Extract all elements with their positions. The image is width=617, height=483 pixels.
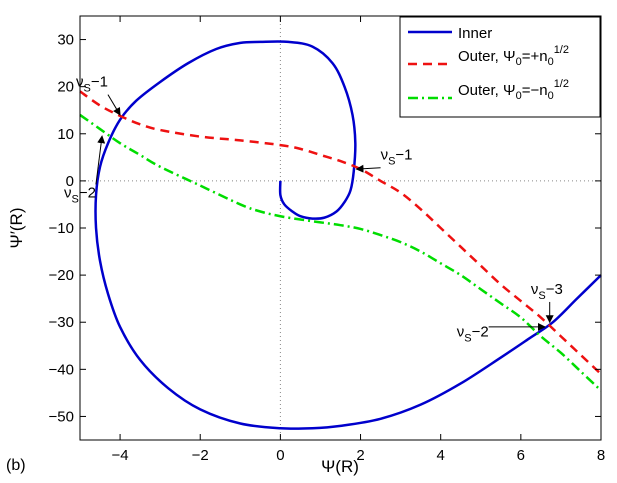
legend-label-inner: Inner [458,25,492,42]
annotation-label: νS−2 [64,184,96,205]
series-line-1 [79,90,602,375]
x-tick-label: 8 [597,447,605,464]
y-tick-label: 10 [57,126,74,143]
annotation-arrow [355,164,381,173]
y-tick-label: −40 [49,361,74,378]
series-line-2 [79,113,602,392]
y-tick-label: −30 [49,314,74,331]
series-line-0 [94,40,602,430]
x-tick-label: −4 [112,447,129,464]
x-axis-label: Ψ(R) [321,457,359,476]
legend-label-outer-minus: Outer, Ψ0=−n01/2 [458,78,569,102]
y-tick-label: 30 [57,32,74,49]
y-tick-label: −20 [49,267,74,284]
panel-label: (b) [6,457,26,474]
x-tick-label: 6 [517,447,525,464]
zero-lines [80,16,601,440]
annotation-label: νS−3 [531,281,563,302]
annotations: νS−1νS−2νS−1νS−3νS−2 [64,74,563,345]
legend: Inner Outer, Ψ0=+n01/2 Outer, Ψ0=−n01/2 [399,16,601,118]
annotation-label: νS−2 [457,323,489,344]
x-tick-label: 4 [437,447,445,464]
annotation-arrow [107,94,121,116]
y-tick-label: −10 [49,220,74,237]
plot-series [79,40,602,430]
y-tick-label: −50 [49,408,74,425]
y-tick-label: 0 [66,173,74,190]
annotation-arrow [95,135,106,185]
legend-label-outer-plus: Outer, Ψ0=+n01/2 [458,44,569,68]
annotation-label: νS−1 [381,147,413,168]
legend-box [399,16,601,118]
x-tick-label: 2 [356,447,364,464]
x-tick-label: −2 [192,447,209,464]
y-axis-label: Ψ′(R) [7,208,26,249]
x-tick-label: 0 [276,447,284,464]
y-tick-label: 20 [57,79,74,96]
